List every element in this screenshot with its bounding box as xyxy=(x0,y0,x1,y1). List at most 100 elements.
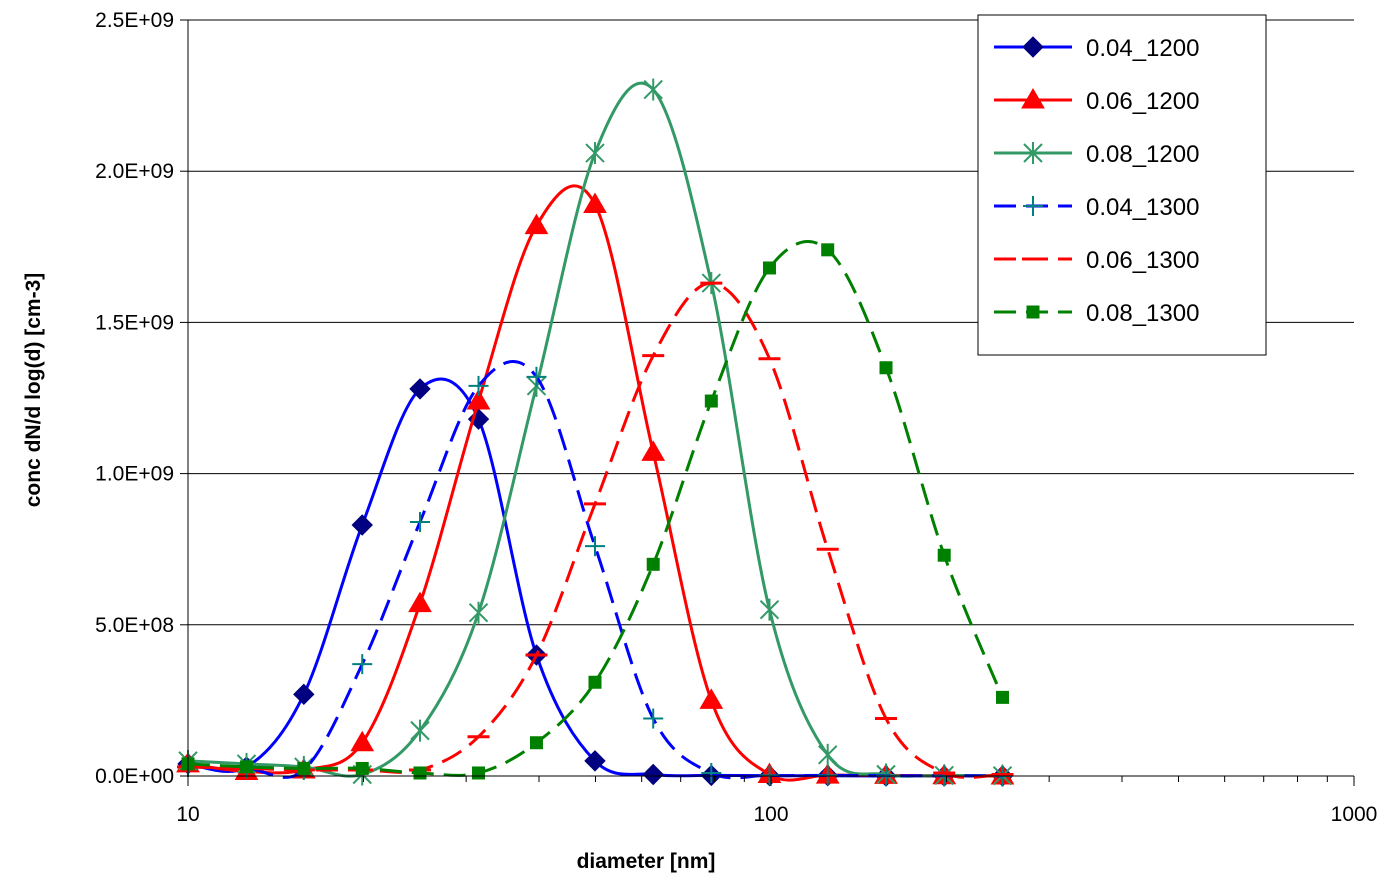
data-point xyxy=(529,736,543,750)
legend-item: 0.04_1200 xyxy=(994,35,1199,62)
marker-shape xyxy=(524,213,549,235)
data-point xyxy=(584,536,605,557)
x-tick-label: 100 xyxy=(753,803,788,826)
marker-shape xyxy=(821,243,835,257)
marker-shape xyxy=(408,591,432,613)
data-point xyxy=(759,765,780,786)
data-point xyxy=(408,591,432,613)
marker-shape xyxy=(646,557,660,571)
data-point xyxy=(643,708,664,729)
data-point xyxy=(817,765,838,786)
legend-marker xyxy=(1023,196,1043,216)
data-point xyxy=(526,366,547,387)
data-point xyxy=(468,375,489,396)
legend-box xyxy=(977,14,1267,356)
data-point xyxy=(472,766,486,780)
data-point xyxy=(409,511,430,532)
series-line xyxy=(187,360,1003,780)
data-point xyxy=(995,690,1009,704)
legend-item: 0.04_1300 xyxy=(994,194,1199,221)
data-point xyxy=(759,598,780,621)
marker-shape xyxy=(350,730,375,752)
data-point xyxy=(293,683,315,706)
marker-shape xyxy=(1022,36,1044,58)
legend-marker xyxy=(1023,142,1043,164)
data-point xyxy=(701,762,722,783)
x-tick-label: 1000 xyxy=(1331,803,1378,826)
marker-shape xyxy=(995,690,1009,704)
y-tick-label: 2.0E+09 xyxy=(95,160,174,183)
marker-shape xyxy=(351,514,373,536)
data-point xyxy=(646,557,660,571)
x-axis-title: diameter [nm] xyxy=(577,850,716,873)
legend-label: 0.06_1200 xyxy=(1086,88,1199,115)
data-point xyxy=(699,688,724,709)
data-point xyxy=(410,719,430,742)
marker-shape xyxy=(584,750,606,772)
series-line xyxy=(187,281,1003,779)
data-point xyxy=(641,440,666,461)
legend-marker xyxy=(1021,88,1045,109)
y-tick-label: 2.5E+09 xyxy=(95,9,174,32)
data-point xyxy=(350,730,375,752)
legend-label: 0.08_1200 xyxy=(1086,141,1199,168)
marker-shape xyxy=(762,261,776,275)
marker-shape xyxy=(879,361,893,375)
y-tick-label: 0.0E+00 xyxy=(95,765,174,788)
axes: 0.0E+00 5.0E+08 1.0E+09 1.5E+09 2.0E+09 2.5E+… xyxy=(95,9,1377,826)
legend-item: 0.06_1300 xyxy=(994,247,1199,274)
data-point xyxy=(588,675,602,689)
marker-shape xyxy=(472,766,486,780)
legend: 0.04_1200 0.06_1200 0.08_1200 0.04_1300 0.06… xyxy=(977,14,1267,356)
x-tick-label: 10 xyxy=(176,803,199,826)
marker-shape xyxy=(466,389,491,410)
legend-item: 0.08_1200 xyxy=(994,141,1199,168)
y-tick-label: 1.5E+09 xyxy=(95,311,174,334)
legend-label: 0.06_1300 xyxy=(1086,247,1199,274)
data-point xyxy=(817,743,838,766)
data-point xyxy=(413,766,427,780)
data-point xyxy=(643,78,663,101)
legend-marker xyxy=(1026,305,1040,319)
marker-shape xyxy=(409,378,431,400)
series-line xyxy=(187,81,1003,778)
y-tick-label: 1.0E+09 xyxy=(95,463,174,486)
data-point xyxy=(642,763,664,786)
plot-area xyxy=(176,78,1015,787)
marker-shape xyxy=(642,763,664,786)
marker-shape xyxy=(293,683,315,706)
marker-shape xyxy=(641,440,666,461)
marker-shape xyxy=(704,394,718,408)
marker-shape xyxy=(699,688,724,709)
marker-shape xyxy=(240,760,254,774)
data-point xyxy=(937,548,951,562)
data-point xyxy=(585,142,605,165)
legend-item: 0.06_1200 xyxy=(994,88,1199,115)
data-point xyxy=(704,394,718,408)
legend-label: 0.04_1300 xyxy=(1086,194,1199,221)
legend-marker xyxy=(1022,36,1044,58)
data-point xyxy=(584,750,606,772)
marker-shape xyxy=(588,675,602,689)
data-point xyxy=(524,213,549,235)
data-point xyxy=(466,389,491,410)
data-point xyxy=(762,261,776,275)
marker-shape xyxy=(1026,305,1040,319)
data-point xyxy=(409,378,431,400)
legend-item: 0.08_1300 xyxy=(994,300,1199,327)
data-point xyxy=(468,601,489,624)
marker-shape xyxy=(297,761,311,775)
data-point xyxy=(583,192,607,213)
y-tick-label: 5.0E+08 xyxy=(95,614,174,637)
data-point xyxy=(352,654,373,675)
data-point xyxy=(240,760,254,774)
marker-shape xyxy=(583,192,607,213)
marker-shape xyxy=(937,548,951,562)
data-point xyxy=(355,761,369,775)
data-point xyxy=(297,761,311,775)
marker-shape xyxy=(413,766,427,780)
series-line xyxy=(187,377,1003,778)
y-axis-title: conc dN/d log(d) [cm-3] xyxy=(22,273,45,508)
